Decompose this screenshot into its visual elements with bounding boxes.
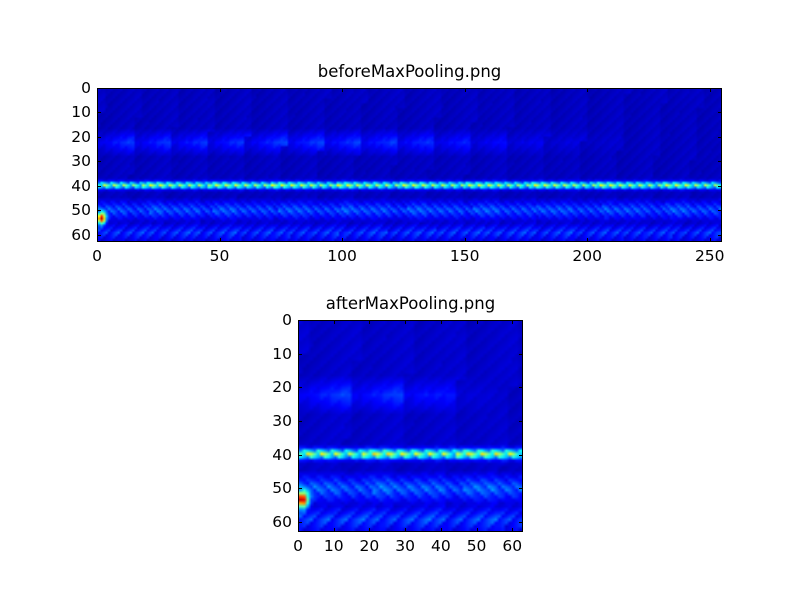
x-tick-0-3 — [465, 238, 466, 242]
x-tick-top-0-1 — [220, 88, 221, 92]
y-ticklabel-1-2: 20 — [272, 378, 292, 397]
x-tick-top-1-4 — [441, 320, 442, 324]
x-tick-0-5 — [710, 238, 711, 242]
x-tick-top-1-0 — [298, 320, 299, 324]
y-ticklabel-0-5: 50 — [71, 201, 91, 220]
y-ticklabel-1-6: 60 — [272, 512, 292, 531]
x-tick-1-6 — [512, 528, 513, 532]
y-ticklabel-1-1: 10 — [272, 344, 292, 363]
x-ticklabel-0-4: 200 — [572, 247, 602, 265]
y-tick-right-1-1 — [519, 354, 523, 355]
y-ticklabel-0-6: 60 — [71, 225, 91, 244]
x-tick-top-0-2 — [342, 88, 343, 92]
y-tick-right-0-6 — [718, 235, 722, 236]
y-tick-right-0-5 — [718, 210, 722, 211]
y-ticklabel-1-3: 30 — [272, 411, 292, 430]
y-tick-0-4 — [97, 186, 101, 187]
x-ticklabel-1-0: 0 — [293, 537, 303, 555]
y-ticklabel-1-4: 40 — [272, 445, 292, 464]
y-ticklabel-0-2: 20 — [71, 127, 91, 146]
y-tick-0-0 — [97, 88, 101, 89]
y-tick-right-0-2 — [718, 137, 722, 138]
x-tick-top-0-5 — [710, 88, 711, 92]
x-tick-0-0 — [97, 238, 98, 242]
x-tick-top-0-3 — [465, 88, 466, 92]
y-tick-1-0 — [298, 320, 302, 321]
x-ticklabel-1-1: 10 — [323, 537, 344, 555]
y-tick-1-2 — [298, 387, 302, 388]
x-tick-1-3 — [405, 528, 406, 532]
y-tick-1-6 — [298, 522, 302, 523]
chart-title-before: beforeMaxPooling.png — [317, 62, 502, 81]
y-tick-1-5 — [298, 488, 302, 489]
heatmap-image-after — [299, 321, 522, 531]
y-tick-0-2 — [97, 137, 101, 138]
x-ticklabel-0-2: 100 — [327, 247, 357, 265]
y-tick-1-1 — [298, 354, 302, 355]
chart-title-after: afterMaxPooling.png — [325, 294, 496, 313]
x-ticklabel-1-6: 60 — [502, 537, 523, 555]
y-tick-right-1-6 — [519, 522, 523, 523]
x-ticklabel-1-3: 30 — [395, 537, 416, 555]
y-tick-0-5 — [97, 210, 101, 211]
heatmap-after-max-pooling[interactable] — [298, 320, 523, 532]
y-tick-right-0-4 — [718, 186, 722, 187]
y-ticklabel-0-1: 10 — [71, 103, 91, 122]
x-ticklabel-0-3: 150 — [449, 247, 480, 265]
x-ticklabel-1-5: 50 — [466, 537, 487, 555]
y-tick-0-1 — [97, 112, 101, 113]
x-tick-0-4 — [587, 238, 588, 242]
y-ticklabel-0-0: 0 — [81, 79, 91, 97]
x-ticklabel-0-0: 0 — [92, 247, 102, 265]
y-tick-0-3 — [97, 161, 101, 162]
y-ticklabel-1-5: 50 — [272, 479, 292, 498]
x-tick-1-2 — [369, 528, 370, 532]
x-tick-0-1 — [220, 238, 221, 242]
x-tick-top-1-3 — [405, 320, 406, 324]
y-tick-right-0-1 — [718, 112, 722, 113]
y-tick-right-0-0 — [718, 88, 722, 89]
x-tick-top-0-0 — [97, 88, 98, 92]
heatmap-image-before — [98, 89, 721, 241]
x-tick-top-1-6 — [512, 320, 513, 324]
x-ticklabel-0-5: 250 — [694, 247, 725, 265]
x-tick-top-0-4 — [587, 88, 588, 92]
y-ticklabel-0-3: 30 — [71, 152, 91, 171]
y-tick-right-1-0 — [519, 320, 523, 321]
y-tick-right-1-4 — [519, 455, 523, 456]
x-ticklabel-0-1: 50 — [209, 247, 230, 265]
x-tick-1-1 — [334, 528, 335, 532]
y-tick-right-1-5 — [519, 488, 523, 489]
x-tick-1-0 — [298, 528, 299, 532]
x-tick-top-1-1 — [334, 320, 335, 324]
x-tick-top-1-5 — [477, 320, 478, 324]
y-ticklabel-1-0: 0 — [282, 311, 292, 329]
y-tick-1-3 — [298, 421, 302, 422]
x-ticklabel-1-2: 20 — [359, 537, 380, 555]
y-tick-1-4 — [298, 455, 302, 456]
x-tick-1-4 — [441, 528, 442, 532]
x-tick-0-2 — [342, 238, 343, 242]
x-ticklabel-1-4: 40 — [430, 537, 451, 555]
x-tick-top-1-2 — [369, 320, 370, 324]
y-tick-0-6 — [97, 235, 101, 236]
x-tick-1-5 — [477, 528, 478, 532]
heatmap-before-max-pooling[interactable] — [97, 88, 722, 242]
y-ticklabel-0-4: 40 — [71, 176, 91, 195]
y-tick-right-1-2 — [519, 387, 523, 388]
y-tick-right-0-3 — [718, 161, 722, 162]
y-tick-right-1-3 — [519, 421, 523, 422]
